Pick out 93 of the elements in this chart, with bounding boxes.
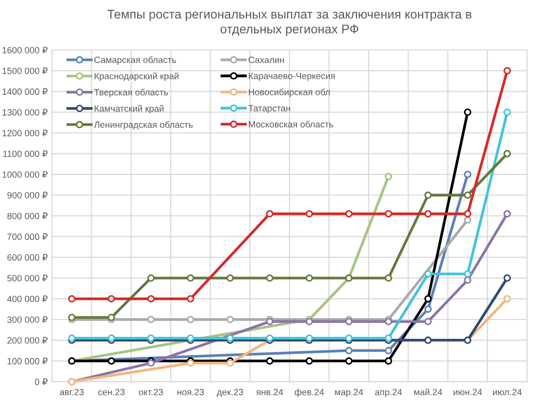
y-tick-label: 900 000 ₽ (7, 192, 48, 198)
y-tick-label: 300 000 ₽ (7, 316, 48, 323)
x-tick-label: авг.23 (60, 388, 84, 396)
y-tick-label: 600 000 ₽ (7, 254, 48, 261)
x-tick-label: май.24 (414, 388, 442, 396)
y-tick-label: 100 000 ₽ (8, 358, 48, 364)
point (345, 357, 353, 365)
point (147, 316, 155, 324)
point (464, 276, 472, 284)
point (108, 295, 116, 302)
point (384, 334, 392, 342)
y-tick-label: 1600 000 ₽ (2, 46, 48, 54)
point (226, 316, 234, 324)
point (186, 334, 194, 342)
legend-label: Тверская область (94, 88, 168, 98)
point (345, 346, 353, 354)
y-tick-label: 700 000 ₽ (7, 233, 48, 240)
point (186, 316, 194, 324)
y-tick-label: 1500 000 ₽ (2, 67, 48, 74)
point (306, 357, 313, 365)
y-tick-label: 400 000 ₽ (7, 295, 48, 302)
point (384, 346, 392, 354)
x-tick-label: июл.24 (493, 388, 522, 396)
x-tick-label: янв.24 (256, 388, 284, 396)
point (464, 191, 472, 199)
point (384, 274, 392, 282)
point (424, 191, 432, 199)
point (504, 295, 511, 302)
point (306, 210, 313, 218)
y-tick-label: 1000 000 ₽ (2, 171, 48, 178)
point (504, 108, 511, 116)
point (186, 295, 194, 302)
point (68, 334, 76, 342)
y-tick-label: 1400 000 ₽ (2, 88, 48, 95)
y-tick-label: 0 ₽ (34, 378, 48, 386)
point (464, 216, 472, 224)
point (464, 210, 472, 218)
legend-label: Московская область (248, 120, 334, 128)
point (424, 295, 432, 302)
point (226, 274, 234, 282)
x-tick-label: сен.23 (98, 388, 125, 396)
point (504, 150, 511, 158)
point (504, 210, 511, 218)
point (147, 295, 155, 302)
legend-label: Самарская область (94, 56, 176, 65)
y-tick-label: 1100 000 ₽ (3, 150, 48, 158)
point (306, 334, 313, 342)
point (384, 357, 392, 365)
point (108, 334, 116, 342)
x-tick-label: фев.24 (294, 388, 324, 398)
x-tick-label: дек.23 (216, 388, 244, 397)
x-tick-label: мар.24 (335, 388, 364, 398)
y-tick-label: 1300 000 ₽ (2, 108, 48, 116)
point (345, 210, 353, 218)
point (147, 334, 155, 342)
point (424, 318, 432, 326)
point (424, 270, 432, 278)
point (306, 274, 313, 282)
point (266, 274, 274, 282)
point (384, 210, 392, 218)
point (504, 67, 511, 74)
point (226, 334, 234, 342)
legend-label: Карачаево-Черкесия (248, 72, 335, 81)
point (68, 295, 76, 302)
chart-title: Темпы роста региональных выплат за заключения контракта в отдельных регионах РФ (107, 10, 472, 36)
point (266, 334, 274, 342)
legend-label: Ленинградская область (94, 121, 193, 130)
point (424, 305, 432, 313)
x-tick-label: июн.24 (454, 388, 482, 396)
point (384, 172, 392, 180)
y-tick-label: 500 000 ₽ (7, 274, 48, 282)
x-tick-label: окт.23 (138, 388, 163, 396)
legend-label: Краснодарский край (94, 72, 178, 82)
point (464, 170, 472, 178)
point (266, 210, 274, 218)
point (424, 210, 432, 218)
point (504, 274, 511, 282)
point (464, 270, 472, 278)
point (266, 357, 274, 365)
legend-label: Татарстан (248, 105, 290, 114)
y-tick-label: 200 000 ₽ (7, 336, 48, 344)
legend-label: Новосибирская обл (248, 88, 330, 98)
point (464, 108, 472, 116)
legend-label: Сахалин (248, 56, 284, 64)
point (147, 274, 155, 282)
legend-label: Камчатский край (94, 104, 164, 114)
x-tick-label: ноя.23 (177, 388, 204, 396)
x-tick-label: апр.24 (375, 388, 402, 398)
point (186, 274, 194, 282)
point (108, 357, 116, 365)
y-tick-label: 1200 000 ₽ (2, 130, 48, 136)
point (345, 334, 353, 342)
y-tick-label: 800 000 ₽ (7, 212, 48, 220)
